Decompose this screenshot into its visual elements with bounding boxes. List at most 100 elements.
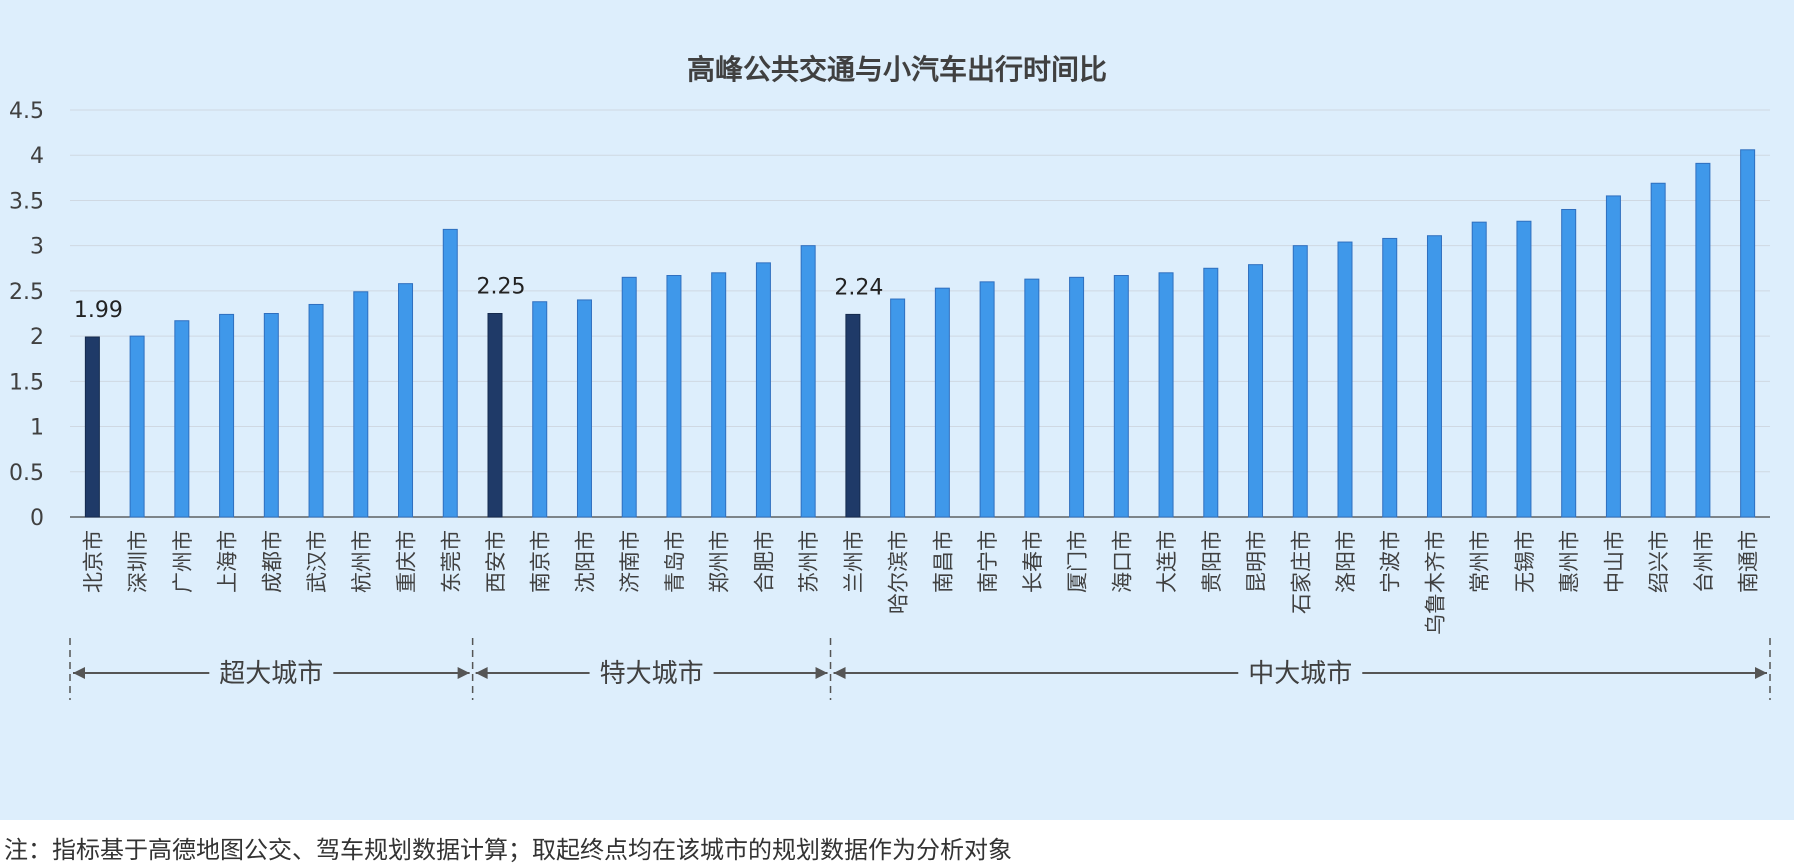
left-arrow-icon [475,667,488,679]
category-label: 中山市 [1602,530,1626,593]
category-label: 西安市 [484,530,508,593]
bar [1203,267,1219,518]
bar [398,283,414,518]
bars [84,149,1756,518]
y-tick-label: 4 [30,144,44,169]
footnote: 注：指标基于高德地图公交、驾车规划数据计算；取起终点均在该城市的规划数据作为分析… [4,836,1012,864]
bar [353,291,369,518]
group-label: 特大城市 [600,659,704,689]
category-label: 海口市 [1110,530,1134,593]
bar [174,320,190,518]
category-label: 东莞市 [439,530,463,593]
right-arrow-icon [815,667,828,679]
data-label: 2.25 [477,275,526,300]
category-label: 南京市 [529,530,553,593]
y-tick-label: 4.5 [9,99,44,124]
bar [711,272,727,518]
city-groups: 超大城市 特大城市 中大城市 [69,638,1771,700]
bar [1426,235,1442,518]
bar [1337,241,1353,518]
bar [755,262,771,518]
bar [800,245,816,518]
category-label: 南昌市 [931,530,955,593]
bar [1069,276,1085,518]
category-label: 沈阳市 [573,530,597,593]
bar [1292,245,1308,518]
bar [934,287,950,518]
bar [219,313,235,518]
category-label: 石家庄市 [1289,530,1313,614]
category-label: 常州市 [1468,530,1492,593]
category-label: 兰州市 [842,530,866,593]
bar [845,313,861,518]
category-label: 绍兴市 [1647,530,1671,593]
left-arrow-icon [73,667,85,679]
bar [1516,220,1532,518]
y-tick-label: 0.5 [9,461,44,486]
y-tick-label: 3.5 [9,189,44,214]
data-label: 2.24 [834,275,883,300]
group-label-bg [589,657,714,689]
y-tick-label: 2.5 [9,280,44,305]
group-label: 超大城市 [219,659,323,689]
category-label: 北京市 [81,530,105,593]
category-label: 武汉市 [305,530,329,593]
bar [621,276,637,518]
bar [442,228,458,518]
left-arrow-icon [833,667,846,679]
category-label: 郑州市 [708,530,732,593]
bar-chart: 0 0.5 1 1.5 2 2.5 3 3.5 4 4.5 北京市 深圳市 广州市 上海市 成都市 武汉市杭… [9,99,1771,700]
category-label: 杭州市 [350,530,374,593]
category-label: 哈尔滨市 [887,530,911,614]
category-label: 长春市 [1021,530,1045,593]
y-tick-label: 0 [30,506,44,531]
bar [263,313,279,518]
bar [1650,182,1666,518]
category-label: 惠州市 [1558,530,1582,593]
category-label: 宁波市 [1379,530,1403,593]
data-label: 1.99 [74,298,123,323]
category-label: 昆明市 [1245,530,1269,593]
bar [532,301,548,518]
category-label: 台州市 [1692,530,1716,593]
category-label: 大连市 [1155,530,1179,593]
category-label: 苏州市 [797,530,821,593]
y-axis-ticks: 0 0.5 1 1.5 2 2.5 3 3.5 4 4.5 [9,99,44,531]
bar [576,299,592,518]
right-arrow-icon [1755,667,1767,679]
bar [84,336,100,518]
category-label: 重庆市 [395,530,419,593]
bar [1248,264,1264,518]
bar [890,298,906,518]
y-tick-label: 2 [30,325,44,350]
bar [979,281,995,518]
category-label: 无锡市 [1513,530,1537,593]
category-label: 上海市 [216,530,240,593]
bar [1158,272,1174,518]
y-tick-label: 1 [30,416,44,441]
category-label: 南通市 [1737,530,1761,593]
category-labels: 北京市 深圳市 广州市 上海市 成都市 武汉市 杭州市 重庆市 东莞市 西安市 南京市 沈阳市 济南市青… [81,530,1760,635]
category-label: 洛阳市 [1334,530,1358,593]
category-label: 厦门市 [1066,530,1090,593]
category-label: 深圳市 [126,530,150,593]
bar [1471,221,1487,518]
bar [1382,237,1398,518]
bar [1695,162,1711,518]
category-label: 济南市 [618,530,642,593]
category-label: 合肥市 [752,530,776,593]
category-label: 贵阳市 [1200,530,1224,593]
group-label-bg [209,657,334,689]
group-label: 中大城市 [1248,659,1352,689]
category-label: 广州市 [171,530,195,593]
y-tick-label: 3 [30,235,44,260]
data-labels: 1.99 2.25 2.24 [74,275,884,324]
y-tick-label: 1.5 [9,370,44,395]
bar [1113,275,1129,518]
bar [487,313,503,518]
group-label-bg [1238,657,1363,689]
category-label: 乌鲁木齐市 [1423,530,1447,635]
category-label: 南宁市 [976,530,1000,593]
bar [1024,278,1040,518]
bar [1740,149,1756,518]
